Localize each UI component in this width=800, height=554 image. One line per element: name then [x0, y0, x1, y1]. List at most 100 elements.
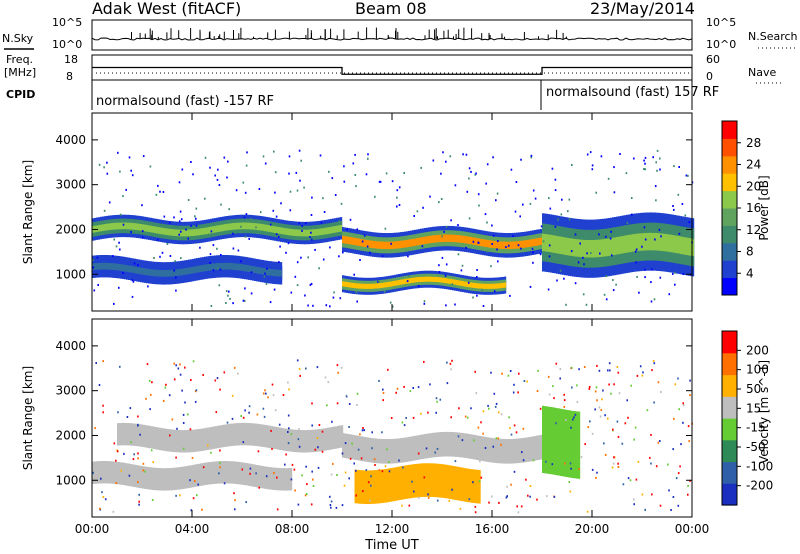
power-speckle: [311, 196, 313, 199]
velocity-cell: [203, 428, 206, 451]
power-speckle: [467, 281, 470, 284]
power-speckle: [540, 225, 543, 228]
velocity-cell: [130, 464, 133, 487]
power-cell: [412, 277, 415, 283]
power-cell: [692, 238, 695, 257]
power-speckle: [180, 257, 182, 260]
power-speckle: [468, 167, 471, 170]
velocity-speckle: [612, 428, 614, 431]
power-cell: [450, 234, 453, 242]
power-speckle: [505, 246, 507, 249]
velocity-cell: [442, 464, 445, 498]
velocity-speckle: [305, 367, 307, 370]
velocity-speckle: [578, 368, 580, 371]
power-speckle: [333, 291, 335, 294]
velocity-cell: [305, 430, 308, 453]
velocity-cell: [354, 469, 357, 504]
velocity-speckle: [176, 427, 178, 430]
velocity-speckle: [207, 444, 209, 447]
power-cell: [572, 238, 575, 257]
power-cell: [536, 238, 539, 246]
power-speckle: [263, 275, 266, 278]
velocity-speckle: [142, 462, 145, 465]
power-speckle: [320, 221, 323, 224]
velocity-speckle: [356, 404, 358, 406]
velocity-speckle: [272, 394, 275, 397]
power-cell: [568, 238, 571, 256]
velocity-cell: [220, 461, 223, 484]
velocity-speckle: [423, 360, 425, 363]
power-speckle: [365, 173, 368, 176]
velocity-cell: [173, 429, 176, 453]
velocity-cell: [179, 430, 182, 453]
velocity-cell: [321, 428, 324, 452]
velocity-cell: [558, 408, 561, 476]
power-cell: [436, 277, 439, 283]
velocity-cell: [512, 438, 515, 464]
velocity-cell: [98, 461, 101, 484]
power-speckle: [175, 276, 177, 279]
velocity-cell: [157, 427, 160, 450]
velocity-speckle: [317, 446, 319, 449]
velocity-cell: [251, 423, 254, 446]
velocity-speckle: [197, 483, 199, 486]
power-cell: [362, 239, 365, 247]
power-cell: [460, 280, 463, 286]
power-speckle: [258, 188, 261, 190]
velocity-speckle: [168, 394, 171, 397]
velocity-colorbar-swatches: [722, 331, 737, 506]
colorbar-swatch: [722, 352, 737, 376]
colorbar-tick-label: -15: [746, 421, 766, 435]
velocity-speckle: [335, 506, 338, 509]
freq-panel: Freq. [MHz] 18 8 60 0 Nave: [4, 53, 784, 84]
velocity-cell: [255, 423, 258, 446]
velocity-cell: [502, 438, 505, 464]
power-cell: [180, 268, 183, 276]
power-speckle: [309, 236, 311, 239]
power-speckle: [476, 294, 478, 297]
velocity-speckle: [314, 448, 317, 451]
colorbar-tick-label: -50: [746, 440, 766, 454]
velocity-cell: [488, 437, 491, 463]
velocity-speckle: [539, 407, 542, 410]
power-cell: [464, 235, 467, 244]
velocity-speckle: [672, 448, 674, 451]
velocity-cell: [398, 466, 401, 501]
power-cell: [186, 229, 189, 237]
power-cell: [204, 264, 207, 272]
colorbar-swatch: [722, 331, 737, 354]
power-speckle: [585, 303, 588, 306]
power-cell: [348, 236, 351, 245]
velocity-cell: [408, 436, 411, 462]
x-tick-label: 12:00: [375, 522, 410, 536]
power-speckle: [659, 168, 661, 171]
power-cell: [578, 239, 581, 257]
velocity-speckle: [667, 463, 669, 466]
velocity-speckle: [388, 470, 391, 473]
velocity-speckle: [341, 452, 344, 455]
velocity-cell: [230, 461, 233, 484]
velocity-cell: [205, 427, 208, 451]
power-cell: [262, 224, 265, 231]
velocity-cell: [133, 423, 136, 446]
velocity-speckle: [474, 370, 476, 373]
power-data: [92, 149, 695, 308]
power-cell: [106, 262, 109, 270]
velocity-speckle: [417, 496, 420, 499]
power-speckle: [610, 230, 612, 233]
power-cell: [564, 237, 567, 255]
velocity-speckle: [290, 478, 293, 481]
power-cell: [502, 241, 505, 249]
power-cell: [162, 227, 165, 235]
velocity-speckle: [599, 415, 602, 418]
power-cell: [164, 270, 167, 277]
velocity-cell: [504, 439, 507, 464]
velocity-speckle: [301, 474, 303, 477]
velocity-speckle: [604, 453, 607, 456]
power-cell: [108, 223, 111, 231]
velocity-speckle: [175, 456, 177, 459]
noise-panel: N.Sky 10^5 10^0 10^5 10^0 N.Search: [2, 16, 798, 51]
velocity-speckle: [215, 411, 218, 414]
power-cell: [288, 228, 291, 236]
power-speckle: [514, 210, 517, 213]
